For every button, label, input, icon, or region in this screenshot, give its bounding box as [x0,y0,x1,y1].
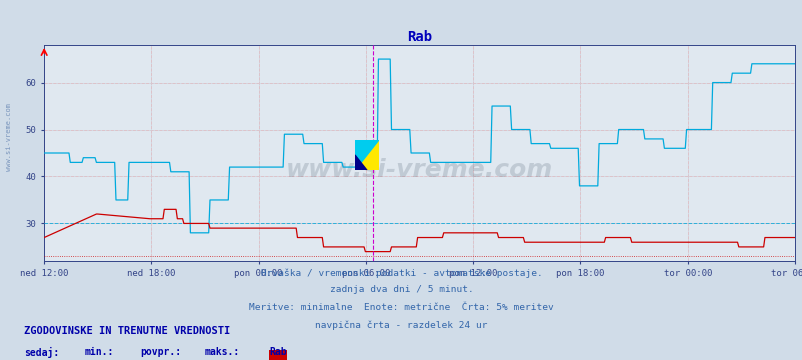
Text: navpična črta - razdelek 24 ur: navpična črta - razdelek 24 ur [315,320,487,329]
Text: povpr.:: povpr.: [140,347,181,357]
Text: sedaj:: sedaj: [24,347,59,358]
Text: Rab: Rab [269,347,286,357]
Text: zadnja dva dni / 5 minut.: zadnja dva dni / 5 minut. [329,285,473,294]
Title: Rab: Rab [407,30,431,44]
Text: www.si-vreme.com: www.si-vreme.com [286,158,553,182]
Text: Meritve: minimalne  Enote: metrične  Črta: 5% meritev: Meritve: minimalne Enote: metrične Črta:… [249,303,553,312]
Text: www.si-vreme.com: www.si-vreme.com [6,103,12,171]
Text: ZGODOVINSKE IN TRENUTNE VREDNOSTI: ZGODOVINSKE IN TRENUTNE VREDNOSTI [24,326,230,336]
Text: Hrvaška / vremenski podatki - avtomatske postaje.: Hrvaška / vremenski podatki - avtomatske… [261,268,541,278]
Text: min.:: min.: [84,347,114,357]
Polygon shape [354,140,379,170]
Polygon shape [354,140,379,170]
Polygon shape [354,155,367,170]
Text: maks.:: maks.: [205,347,240,357]
